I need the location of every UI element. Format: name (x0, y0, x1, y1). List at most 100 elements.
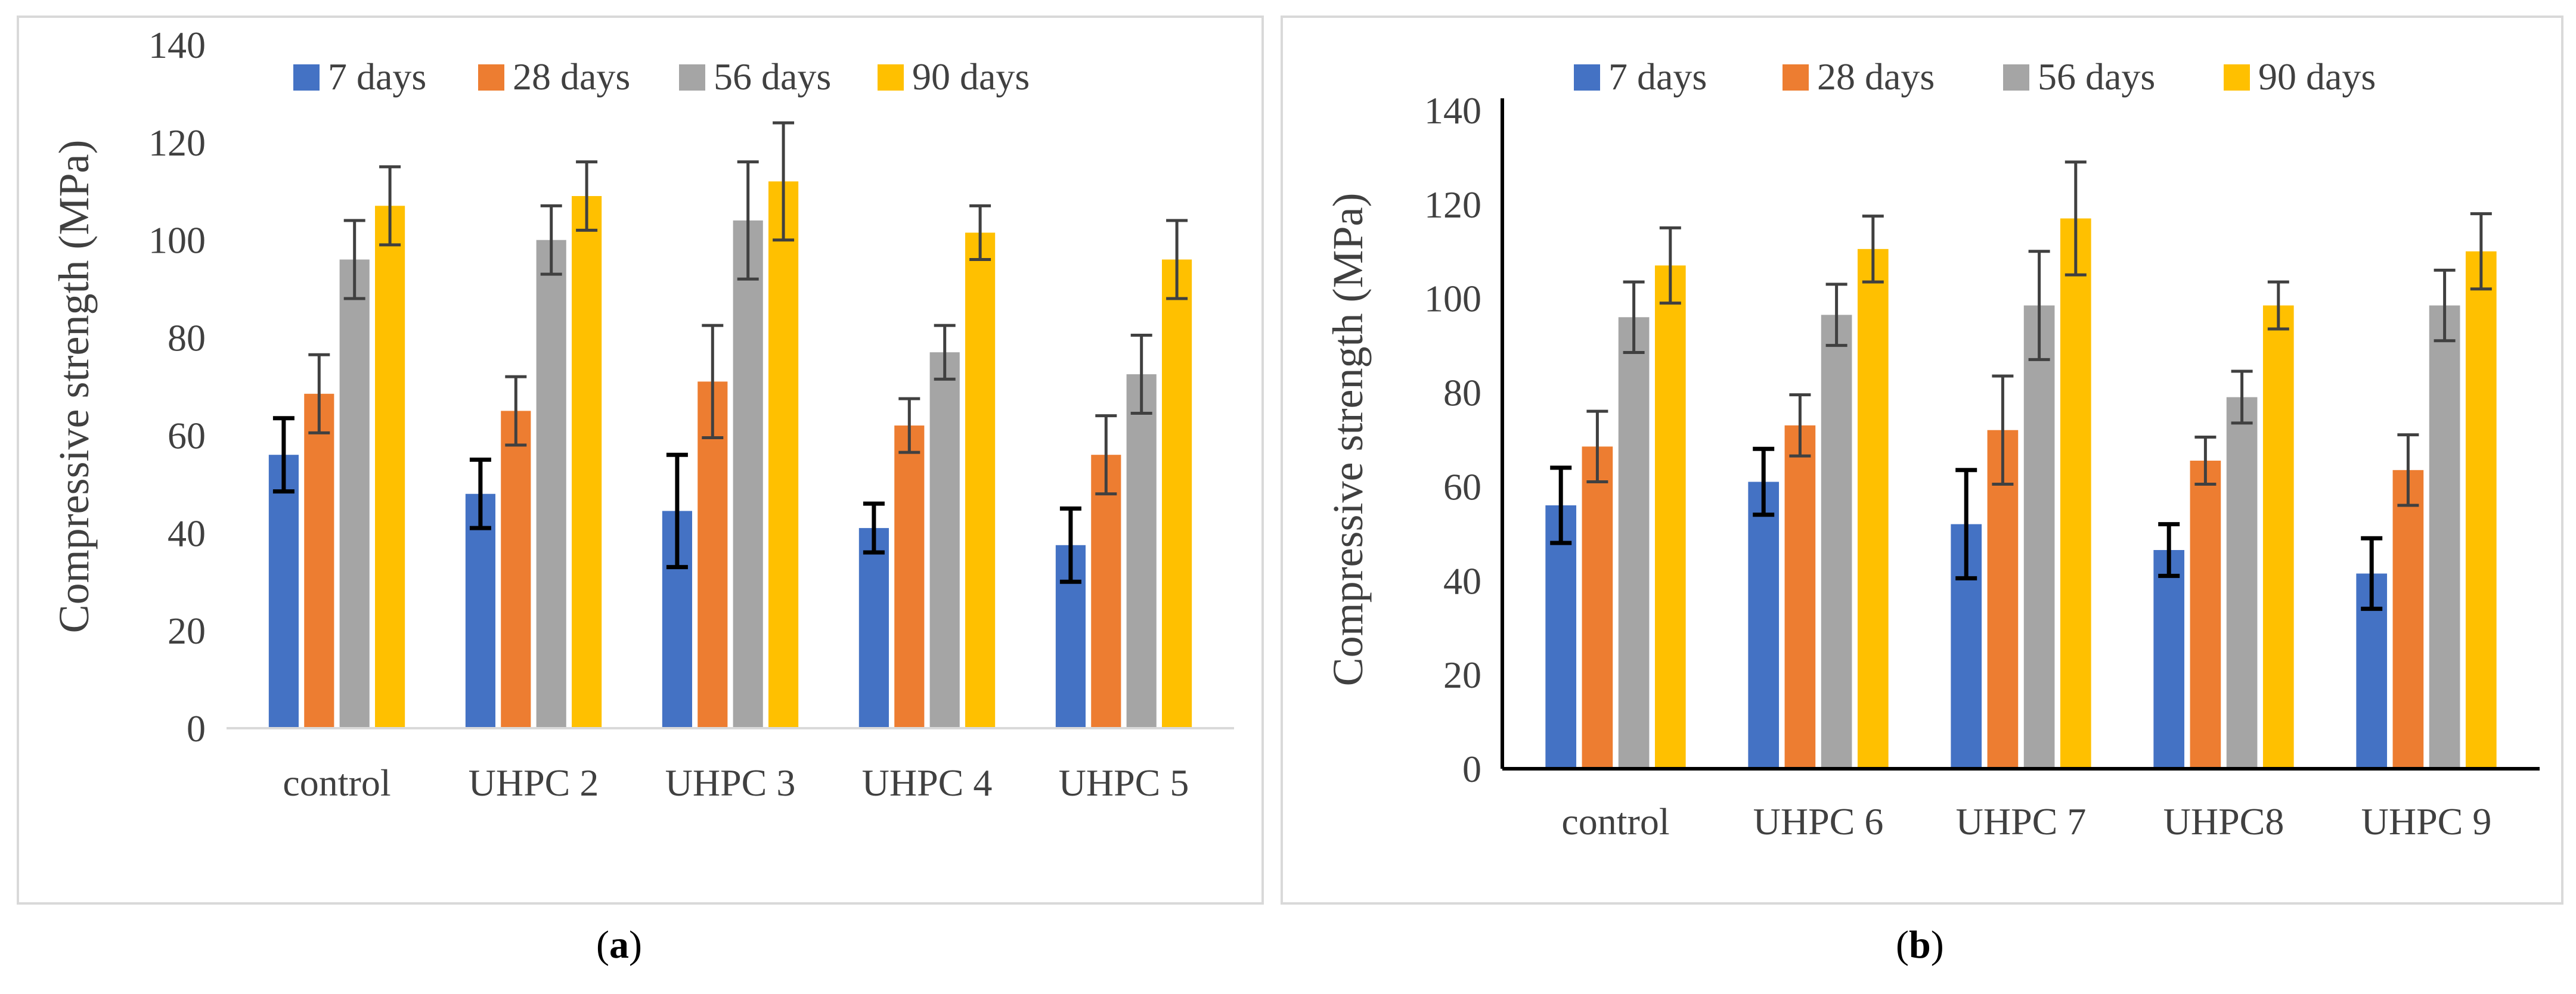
bar-28-days-control (304, 393, 334, 728)
error-bar (898, 397, 920, 454)
y-tick-label: 40 (168, 512, 206, 554)
legend-item: 90 days (2224, 55, 2376, 98)
legend-item: 90 days (878, 55, 1030, 98)
legend-swatch (2003, 64, 2029, 91)
legend-label: 28 days (513, 55, 630, 98)
legend-label: 56 days (2038, 55, 2155, 98)
error-bar (1623, 280, 1645, 354)
bar-90-days-uhpc-3 (768, 181, 799, 728)
y-tick-label: 60 (168, 414, 206, 456)
error-bar (379, 165, 401, 247)
bar-90-days-control (375, 206, 405, 729)
y-axis-label: Compressive strength (MPa) (1324, 193, 1372, 687)
y-tick-label: 80 (168, 317, 206, 359)
category-label: UHPC 3 (665, 762, 796, 804)
error-bar (2194, 436, 2217, 486)
bar-28-days-uhpc-9 (2392, 470, 2424, 769)
bar-56-days-uhpc-6 (1821, 315, 1852, 769)
category-label: UHPC 9 (2361, 800, 2492, 843)
error-bar (540, 204, 562, 276)
error-bar (666, 452, 688, 570)
chart-panel-a: 0 20 40 60 80 100 120 140 Compressive strength (… (0, 0, 1276, 994)
error-bar (1059, 506, 1081, 584)
y-tick-label: 0 (1462, 748, 1481, 790)
y-tick-label: 100 (148, 219, 206, 262)
legend-item: 7 days (1574, 55, 1707, 98)
error-bar (2397, 433, 2419, 507)
bar-28-days-uhpc-7 (1987, 430, 2019, 769)
legend-swatch (878, 64, 904, 91)
bar-90-days-uhpc-4 (965, 232, 996, 728)
category-label: UHPC 2 (469, 762, 599, 804)
error-bar (969, 204, 991, 261)
category-label: UHPC 5 (1059, 762, 1189, 804)
bar-28-days-control (1582, 446, 1613, 769)
bar-28-days-uhpc-2 (501, 411, 531, 728)
bar-56-days-uhpc-2 (536, 240, 566, 728)
bar-28-days-uhpc-5 (1091, 455, 1121, 728)
chart-frame (17, 15, 1264, 905)
error-bar (505, 375, 527, 447)
legend-swatch (1574, 64, 1600, 91)
error-bar (1586, 409, 1608, 484)
legend-item: 28 days (1783, 55, 1935, 98)
legend-item: 28 days (478, 55, 630, 98)
caption-a: (a) (596, 923, 642, 967)
error-bar (773, 121, 795, 242)
y-axis-label: Compressive strength (MPa) (50, 140, 98, 633)
error-bar (1992, 374, 2014, 486)
legend-item: 56 days (2003, 55, 2155, 98)
legend-label: 56 days (714, 55, 831, 98)
caption-b: (b) (1896, 923, 1944, 967)
bar-28-days-uhpc-4 (894, 425, 925, 728)
bar-56-days-uhpc8 (2226, 397, 2258, 769)
bar-90-days-uhpc-6 (1857, 248, 1889, 769)
legend-label: 90 days (2258, 55, 2376, 98)
caption-b-letter: b (1908, 923, 1931, 967)
y-tick-label: 80 (1443, 372, 1481, 414)
y-tick-label: 0 (187, 707, 206, 750)
bar-28-days-uhpc-6 (1784, 425, 1816, 769)
error-bar (1095, 414, 1117, 496)
category-label: control (1561, 800, 1669, 843)
error-bar (469, 457, 491, 530)
error-bar (737, 160, 759, 281)
error-bar (934, 324, 956, 381)
bar-7-days-uhpc8 (2153, 549, 2185, 769)
error-bar (308, 353, 330, 434)
bar-90-days-uhpc-7 (2060, 218, 2091, 769)
error-bar (2158, 522, 2180, 578)
y-tick-label: 40 (1443, 560, 1481, 602)
bar-7-days-uhpc-4 (858, 528, 889, 728)
y-tick-label: 140 (148, 24, 206, 66)
error-bar (702, 324, 724, 440)
bar-56-days-uhpc-5 (1126, 374, 1157, 728)
legend-swatch (1783, 64, 1809, 91)
legend-swatch (478, 64, 504, 91)
bar-7-days-control (1545, 505, 1577, 769)
category-label: UHPC 6 (1753, 800, 1884, 843)
chart-b-svg: 0 20 40 60 80 100 120 140 Compressive strength (… (1281, 15, 2563, 905)
legend-label: 7 days (328, 55, 426, 98)
bar-56-days-uhpc-3 (733, 220, 763, 728)
bar-90-days-uhpc8 (2262, 305, 2294, 769)
error-bar (1659, 226, 1681, 305)
bar-56-days-control (1618, 317, 1650, 769)
category-label: UHPC 4 (862, 762, 993, 804)
bar-7-days-uhpc-6 (1748, 482, 1780, 769)
bar-90-days-control (1654, 265, 1686, 769)
error-bar (2267, 280, 2289, 331)
error-bar (343, 219, 365, 300)
error-bar (1789, 393, 1811, 458)
chart-frame (1281, 15, 2563, 905)
legend-item: 56 days (679, 55, 831, 98)
category-label: UHPC 7 (1956, 800, 2087, 843)
chart-a-svg: 0 20 40 60 80 100 120 140 Compressive strength (… (17, 15, 1264, 905)
error-bar (1753, 446, 1775, 517)
error-bar (272, 416, 295, 494)
error-bar (863, 501, 885, 555)
bar-90-days-uhpc-2 (572, 195, 602, 728)
error-bar (1955, 468, 1977, 580)
y-tick-label: 120 (148, 122, 206, 164)
error-bar (1825, 282, 1847, 347)
